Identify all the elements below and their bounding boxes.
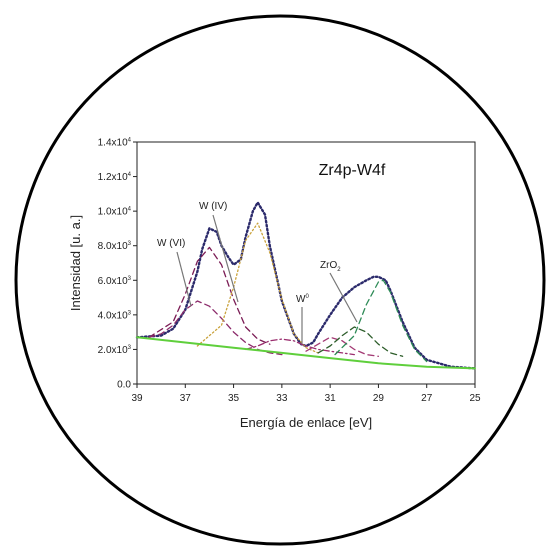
annotation-leader-1 — [212, 214, 239, 303]
y-tick-label-6: 1.2x104 — [98, 172, 132, 183]
annotation-label-0: W (VI) — [157, 238, 185, 249]
y-tick-label-7: 1.4x104 — [98, 138, 132, 149]
y-tick-label-4: 8.0x103 — [98, 241, 132, 252]
y-tick-label-2: 4.0x103 — [98, 310, 132, 321]
y-axis-ticks: 0.0 2.0x103 4.0x103 6.0x103 8.0x103 1.0x104 1.… — [98, 138, 137, 391]
series-line-3 — [196, 222, 319, 354]
y-axis-label: Intensidad [u. a.] — [68, 215, 83, 311]
plot-area — [136, 141, 476, 385]
x-axis-ticks: 39 37 35 33 31 29 27 25 — [131, 384, 481, 404]
y-tick-label-5: 1.0x104 — [98, 207, 132, 218]
x-tick-label-7: 25 — [469, 393, 481, 404]
series-line-7 — [334, 279, 428, 363]
x-tick-label-4: 31 — [325, 393, 337, 404]
x-tick-label-3: 33 — [276, 393, 288, 404]
annotation-layer: W (VI) W (IV) W0 ZrO2 — [157, 201, 358, 344]
y-tick-label-0: 0.0 — [117, 380, 131, 391]
chart-title: Zr4p-W4f — [319, 162, 386, 179]
series-line-5 — [305, 336, 380, 357]
series-line-4 — [244, 338, 355, 356]
series-line-1 — [148, 246, 271, 345]
annotation-label-2: W0 — [296, 294, 309, 305]
annotation-leader-3 — [329, 272, 358, 323]
annotation-label-1: W (IV) — [199, 201, 227, 212]
series-layer — [135, 201, 477, 370]
y-tick-label-3: 6.0x103 — [98, 276, 132, 287]
annotation-label-3: ZrO2 — [320, 260, 341, 273]
x-tick-label-5: 29 — [373, 393, 385, 404]
series-line-8 — [136, 336, 476, 370]
x-tick-label-1: 37 — [180, 393, 192, 404]
series-line-6 — [317, 326, 404, 357]
x-axis-label: Energía de enlace [eV] — [240, 415, 372, 430]
y-tick-label-1: 2.0x103 — [98, 345, 132, 356]
circular-frame — [14, 14, 546, 546]
x-tick-label-2: 35 — [228, 393, 240, 404]
x-tick-label-6: 27 — [421, 393, 433, 404]
annotation-leader-0 — [176, 251, 192, 307]
x-tick-label-0: 39 — [131, 393, 143, 404]
